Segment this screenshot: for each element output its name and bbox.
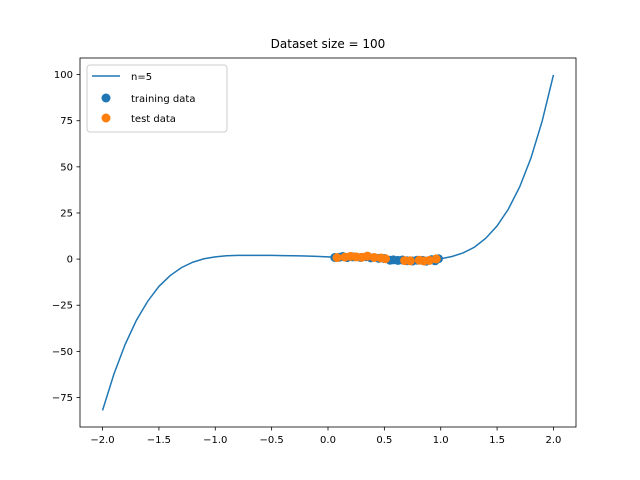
x-tick-label: 0.5 <box>376 435 392 446</box>
test-data-point <box>431 254 441 264</box>
y-tick-label: 100 <box>54 70 73 81</box>
legend-training-swatch <box>101 93 111 103</box>
test-data-point <box>405 256 415 266</box>
x-tick-label: 2.0 <box>546 435 562 446</box>
x-tick-label: −1.5 <box>147 435 171 446</box>
y-tick-label: −75 <box>52 393 73 404</box>
y-tick-label: −25 <box>52 301 73 312</box>
x-tick-label: 0.0 <box>320 435 336 446</box>
y-tick-label: 50 <box>60 162 73 173</box>
legend-label-training: training data <box>131 94 195 105</box>
legend-test-swatch <box>101 113 111 123</box>
chart-title: Dataset size = 100 <box>271 37 386 51</box>
x-tick-label: 1.5 <box>489 435 505 446</box>
axes-frame <box>79 57 577 428</box>
y-tick-label: −50 <box>52 347 73 358</box>
x-tick-label: −1.0 <box>203 435 227 446</box>
series-line-n5 <box>101 74 555 411</box>
x-tick-label: 1.0 <box>433 435 449 446</box>
test-data-point <box>380 254 390 264</box>
legend-label-line: n=5 <box>131 72 152 83</box>
x-tick-label: −0.5 <box>259 435 283 446</box>
test-data-point <box>362 251 372 261</box>
legend: n=5 training data test data <box>86 64 228 133</box>
test-data-point <box>332 253 342 263</box>
test-data-point <box>424 255 434 265</box>
y-tick-label: 75 <box>60 116 73 127</box>
y-tick-label: 25 <box>60 208 73 219</box>
legend-label-test: test data <box>131 114 176 125</box>
legend-box <box>86 64 228 133</box>
axes: −2.0 −1.5 −1.0 −0.5 0.0 0.5 1.0 1.5 2.0 100 75 50 25… <box>52 70 562 446</box>
plot-area <box>101 74 555 411</box>
test-data-point <box>369 252 379 262</box>
x-tick-label: −2.0 <box>90 435 114 446</box>
y-tick-label: 0 <box>67 255 73 266</box>
